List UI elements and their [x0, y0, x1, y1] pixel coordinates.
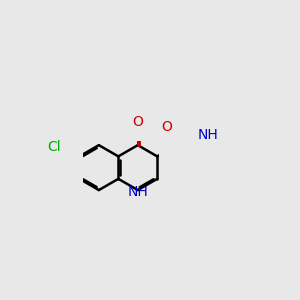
Text: O: O	[161, 120, 172, 134]
Text: Cl: Cl	[48, 140, 61, 154]
Text: NH: NH	[128, 185, 148, 199]
Text: O: O	[132, 115, 143, 129]
Text: NH: NH	[197, 128, 218, 142]
